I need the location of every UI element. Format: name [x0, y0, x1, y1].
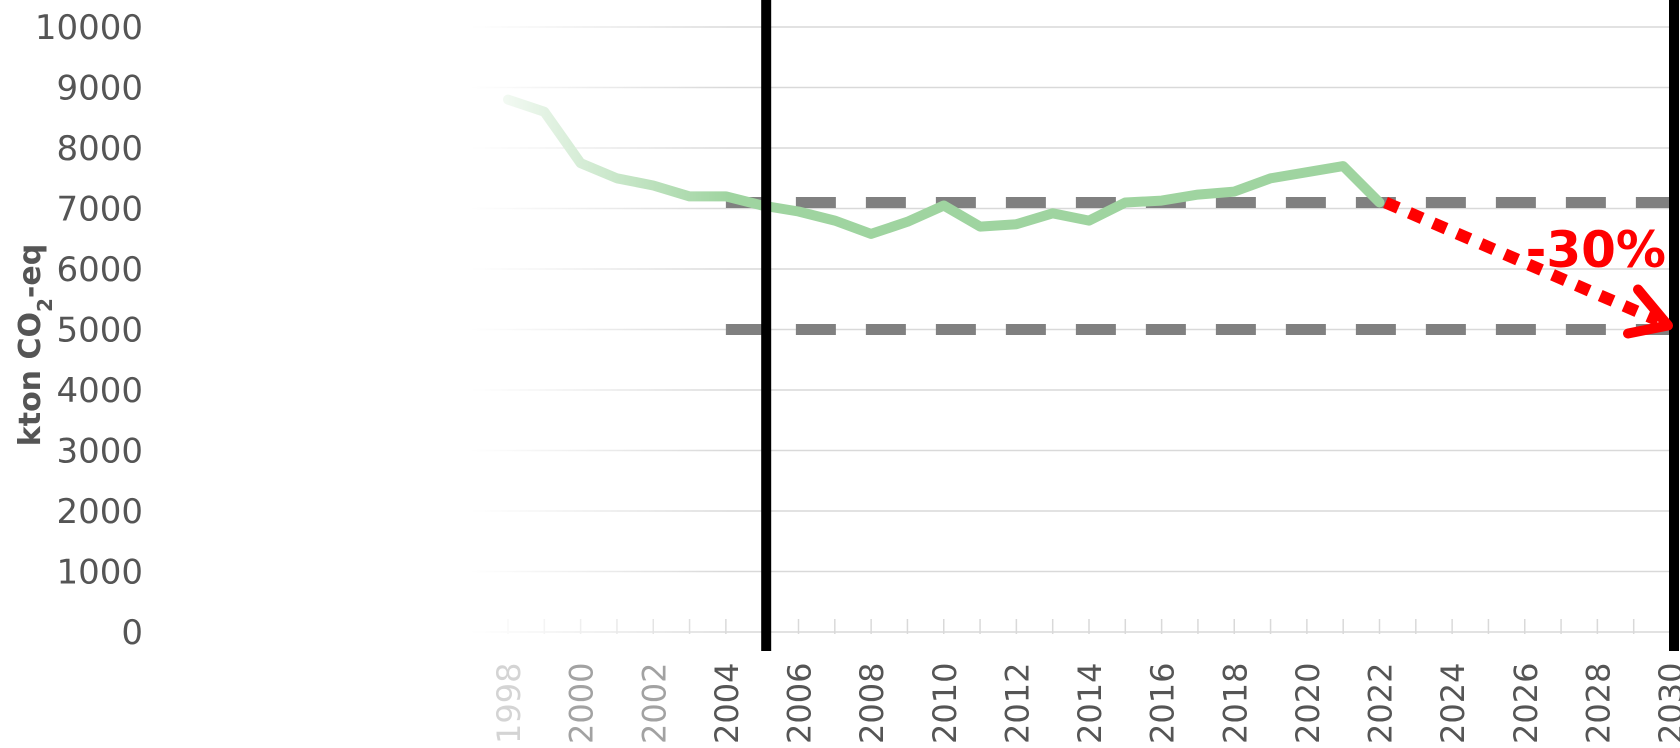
target-arrow-shaft — [1383, 196, 1661, 327]
x-tick-2030: 2030 — [1652, 663, 1680, 744]
x-tick-2018: 2018 — [1216, 663, 1254, 744]
x-tick-2000: 2000 — [563, 663, 601, 744]
y-tick-0: 0 — [121, 613, 143, 653]
vertical-markers — [761, 0, 1679, 651]
x-tick-2020: 2020 — [1289, 663, 1327, 744]
x-tick-2010: 2010 — [926, 663, 964, 744]
y-tick-8000: 8000 — [56, 129, 143, 169]
y-tick-3000: 3000 — [56, 432, 143, 472]
y-tick-5000: 5000 — [56, 311, 143, 351]
y-tick-2000: 2000 — [56, 492, 143, 532]
y-tick-4000: 4000 — [56, 371, 143, 411]
x-tick-2028: 2028 — [1579, 663, 1617, 744]
x-tick-2016: 2016 — [1144, 663, 1182, 744]
x-tick-2002: 2002 — [635, 663, 673, 744]
x-tick-2022: 2022 — [1362, 663, 1400, 744]
x-tick-2004: 2004 — [708, 663, 746, 744]
x-tick-2012: 2012 — [998, 663, 1036, 744]
y-axis-label-end: -eq — [13, 244, 48, 298]
y-axis-label-subscript: 2 — [33, 298, 57, 312]
x-tick-2024: 2024 — [1434, 663, 1472, 744]
target-arrow — [1383, 196, 1673, 339]
y-tick-1000: 1000 — [56, 553, 143, 593]
y-tick-6000: 6000 — [56, 250, 143, 290]
reference-lines — [725, 196, 1675, 335]
x-tick-2006: 2006 — [781, 663, 819, 744]
y-tick-9000: 9000 — [56, 69, 143, 109]
x-tick-labels: 1998 2000 2002 2004 2006 2008 2010 2012 2014 2016… — [490, 663, 1680, 744]
x-tick-1998: 1998 — [490, 663, 528, 744]
y-tick-labels: 0 1000 2000 3000 4000 5000 6000 7000 8000 9000 100… — [35, 8, 143, 653]
y-tick-7000: 7000 — [56, 190, 143, 230]
y-axis-label-main: kton CO — [13, 312, 48, 446]
target-arrow-head — [1623, 284, 1673, 339]
y-tick-10000: 10000 — [35, 8, 143, 48]
left-fade-overlay — [470, 0, 730, 748]
x-tick-2026: 2026 — [1507, 663, 1545, 744]
reduction-label: -30% — [1526, 221, 1666, 279]
x-tick-2014: 2014 — [1071, 663, 1109, 744]
x-tick-2008: 2008 — [853, 663, 891, 744]
y-axis-label: kton CO2-eq — [13, 244, 57, 446]
